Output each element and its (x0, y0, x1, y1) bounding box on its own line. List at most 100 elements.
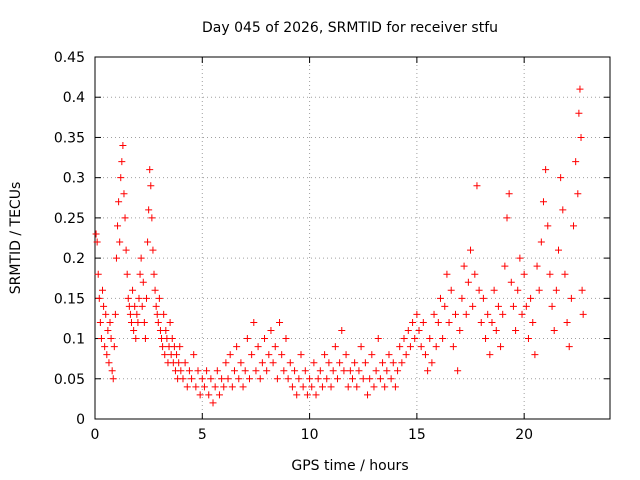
grid-layer (95, 57, 610, 419)
data-point (494, 302, 502, 310)
data-point (135, 294, 143, 302)
data-point (387, 375, 395, 383)
x-tick-label: 20 (515, 427, 533, 443)
data-point (213, 367, 221, 375)
data-point (473, 182, 481, 190)
data-point (486, 351, 494, 359)
data-point (237, 359, 245, 367)
data-point (346, 367, 354, 375)
data-point (233, 343, 241, 351)
data-points (92, 85, 587, 407)
data-point (482, 335, 490, 343)
data-point (192, 383, 200, 391)
data-point (127, 318, 135, 326)
data-point (550, 327, 558, 335)
data-point (535, 286, 543, 294)
data-point (559, 206, 567, 214)
data-point (490, 286, 498, 294)
data-point (376, 375, 384, 383)
data-point (552, 286, 560, 294)
data-point (146, 166, 154, 174)
data-point (484, 310, 492, 318)
data-point (250, 318, 258, 326)
data-point (512, 327, 520, 335)
data-point (291, 367, 299, 375)
data-point (529, 318, 537, 326)
data-point (359, 375, 367, 383)
data-point (175, 359, 183, 367)
data-point (116, 238, 124, 246)
data-point (492, 327, 500, 335)
data-point (124, 294, 132, 302)
data-point (499, 310, 507, 318)
data-point (205, 391, 213, 399)
data-point (548, 302, 556, 310)
data-point (364, 391, 372, 399)
data-point (505, 190, 513, 198)
data-point (99, 286, 107, 294)
data-point (278, 351, 286, 359)
data-point (134, 318, 142, 326)
data-point (168, 335, 176, 343)
data-point (563, 318, 571, 326)
data-point (248, 351, 256, 359)
data-point (132, 335, 140, 343)
y-tick-label: 0 (76, 412, 85, 428)
data-point (402, 351, 410, 359)
data-point (398, 359, 406, 367)
data-point (518, 310, 526, 318)
chart-title: Day 045 of 2026, SRMTID for receiver stf… (202, 20, 498, 36)
data-point (394, 367, 402, 375)
data-point (391, 383, 399, 391)
data-point (497, 343, 505, 351)
data-point (383, 367, 391, 375)
data-point (323, 375, 331, 383)
data-point (218, 375, 226, 383)
data-point (456, 327, 464, 335)
y-tick-label: 0.4 (63, 90, 85, 106)
data-point (254, 343, 262, 351)
data-point (155, 294, 163, 302)
data-point (276, 318, 284, 326)
data-point (286, 359, 294, 367)
data-point (413, 310, 421, 318)
y-tick-label: 0.45 (54, 50, 85, 66)
data-point (188, 375, 196, 383)
data-point (239, 383, 247, 391)
data-point (104, 327, 112, 335)
data-point (211, 383, 219, 391)
data-point (265, 351, 273, 359)
data-point (136, 270, 144, 278)
data-point (256, 375, 264, 383)
data-point (284, 375, 292, 383)
data-point (488, 318, 496, 326)
data-point (94, 270, 102, 278)
data-point (129, 286, 137, 294)
data-point (243, 335, 251, 343)
data-point (228, 383, 236, 391)
data-point (477, 318, 485, 326)
data-point (220, 383, 228, 391)
data-point (507, 278, 515, 286)
data-point (200, 383, 208, 391)
data-point (389, 359, 397, 367)
data-point (179, 375, 187, 383)
data-point (578, 286, 586, 294)
data-point (103, 351, 111, 359)
data-point (447, 286, 455, 294)
data-point (436, 294, 444, 302)
tick-layer: 0 0.05 0.1 0.15 0.2 0.25 0.3 0.35 0.4 0.45 0 5 10 15 2… (54, 50, 610, 443)
x-tick-label: 15 (408, 427, 426, 443)
data-point (131, 302, 139, 310)
data-point (120, 190, 128, 198)
data-point (130, 327, 138, 335)
data-point (379, 359, 387, 367)
data-point (409, 318, 417, 326)
data-point (185, 367, 193, 375)
data-point (449, 343, 457, 351)
data-point (273, 375, 281, 383)
data-point (138, 302, 146, 310)
data-point (454, 367, 462, 375)
data-point (381, 383, 389, 391)
